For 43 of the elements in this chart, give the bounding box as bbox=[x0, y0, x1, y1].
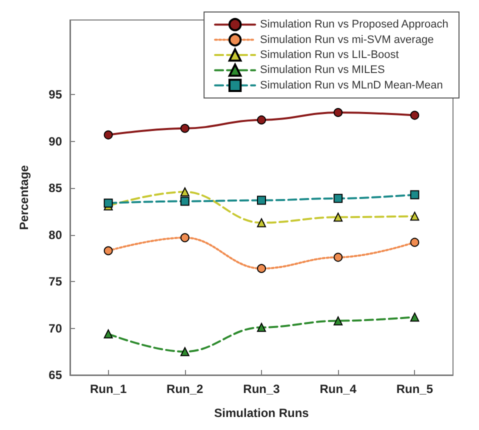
point bbox=[180, 187, 190, 196]
y-axis-title: Percentage bbox=[17, 164, 31, 230]
y-tick-label: 80 bbox=[48, 228, 62, 242]
point bbox=[257, 264, 266, 273]
y-tick-label: 65 bbox=[48, 368, 62, 382]
point bbox=[410, 110, 420, 120]
x-tick-label: Run_5 bbox=[396, 382, 434, 396]
point bbox=[257, 196, 266, 205]
point bbox=[104, 246, 113, 256]
legend-label: Simulation Run vs LIL-Boost bbox=[260, 49, 399, 61]
legend-label: Simulation Run vs mi-SVM average bbox=[260, 34, 434, 46]
x-axis-title: Simulation Runs bbox=[214, 406, 310, 420]
x-tick-label: Run_1 bbox=[90, 382, 127, 396]
point bbox=[180, 124, 190, 133]
point bbox=[334, 212, 343, 222]
point bbox=[104, 329, 113, 338]
point bbox=[410, 212, 420, 221]
y-tick-label: 90 bbox=[48, 134, 62, 148]
point bbox=[410, 190, 420, 200]
point bbox=[257, 218, 266, 228]
point bbox=[410, 312, 420, 322]
point bbox=[257, 322, 266, 332]
y-tick-label: 95 bbox=[48, 88, 62, 102]
legend-label: Simulation Run vs MILES bbox=[260, 64, 385, 76]
point bbox=[180, 196, 190, 206]
point bbox=[180, 233, 190, 242]
point bbox=[180, 347, 190, 356]
x-tick-label: Run_4 bbox=[320, 382, 357, 396]
legend-label: Simulation Run vs Proposed Approach bbox=[260, 18, 448, 31]
point bbox=[257, 115, 266, 124]
y-tick-label: 70 bbox=[48, 321, 62, 336]
point bbox=[104, 198, 113, 208]
y-tick-label: 75 bbox=[48, 274, 62, 289]
point bbox=[334, 108, 343, 117]
y-tick-label: 85 bbox=[48, 181, 62, 196]
point bbox=[334, 194, 343, 203]
point bbox=[104, 130, 113, 140]
point bbox=[410, 238, 420, 247]
x-tick-label: Run_3 bbox=[243, 382, 280, 396]
legend-label: Simulation Run vs MLnD Mean-Mean bbox=[260, 79, 443, 92]
point bbox=[334, 252, 343, 262]
point bbox=[334, 316, 343, 326]
x-tick-label: Run_2 bbox=[166, 382, 204, 396]
